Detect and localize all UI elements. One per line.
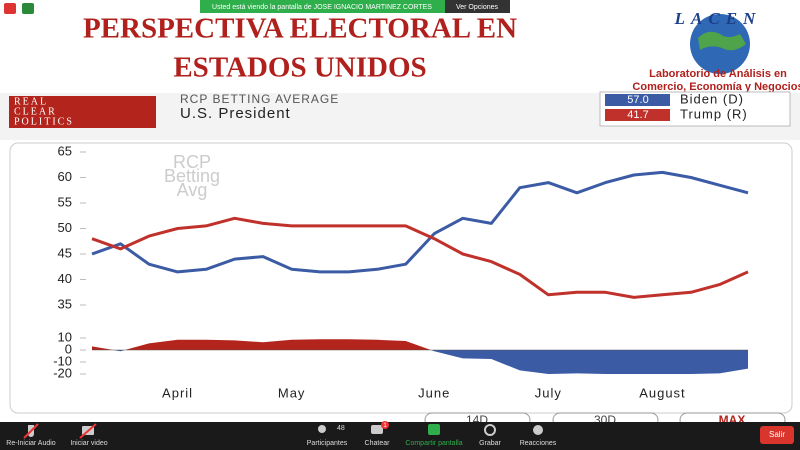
watermark: RCP	[173, 152, 211, 172]
x-tick-label: July	[535, 385, 562, 400]
toolbar-label[interactable]: Re-Iniciar Audio	[6, 440, 56, 447]
toolbar-label[interactable]: Reacciones	[520, 440, 557, 447]
chat-badge	[381, 421, 389, 429]
reactions-icon[interactable]	[533, 425, 543, 435]
y-tick-label: 65	[58, 143, 72, 158]
y-tick-label: 10	[58, 329, 72, 344]
legend-swatch	[605, 109, 670, 121]
slide-title: ESTADOS UNIDOS	[173, 52, 426, 84]
record-icon	[4, 3, 16, 14]
y-tick-label: -20	[53, 365, 72, 380]
options-button[interactable]	[445, 0, 510, 13]
chat-icon[interactable]	[371, 425, 383, 434]
legend-swatch	[605, 94, 670, 106]
rcp-logo-text: POLITICS	[14, 116, 74, 127]
leave-label[interactable]: Salir	[769, 430, 785, 439]
chat-badge-count: 1	[383, 423, 387, 429]
share-banner	[200, 0, 445, 13]
legend-name: Biden (D)	[680, 91, 744, 106]
share-icon[interactable]	[428, 424, 440, 435]
y-tick-label: 45	[58, 245, 72, 260]
rcp-logo-text: REAL	[14, 96, 48, 107]
y-tick-label: 55	[58, 194, 72, 209]
toolbar-label[interactable]: Grabar	[479, 440, 501, 447]
spread-area-negative	[92, 350, 748, 374]
y-tick-label: 40	[58, 271, 72, 286]
rcp-logo	[9, 96, 156, 128]
participants-count: 48	[337, 425, 345, 432]
x-tick-label: May	[278, 385, 306, 400]
y-tick-label: 60	[58, 169, 72, 184]
spread-area-positive	[92, 339, 748, 350]
logo-text: LACEN	[674, 9, 762, 28]
record-button-icon[interactable]	[484, 424, 496, 436]
legend-value: 41.7	[627, 109, 648, 121]
series-line	[91, 170, 749, 274]
security-icon	[22, 3, 34, 14]
y-tick-label: -10	[53, 353, 72, 368]
org-name: Laboratorio de Análisis en	[649, 68, 787, 80]
x-tick-label: June	[418, 385, 450, 400]
toolbar-label[interactable]: Iniciar video	[70, 440, 107, 447]
rcp-heading: RCP BETTING AVERAGE	[180, 92, 339, 106]
globe-land	[698, 31, 746, 51]
x-tick-label: August	[639, 385, 685, 400]
leave-button[interactable]	[760, 426, 794, 444]
video-slash	[79, 423, 97, 439]
rcp-logo-text: CLEAR	[14, 106, 57, 117]
y-tick-label: 0	[65, 341, 72, 356]
share-banner-text: Usted está viendo la pantalla de JOSE IG…	[212, 4, 432, 11]
participants-icon[interactable]	[318, 425, 326, 433]
watermark: Betting	[164, 166, 220, 186]
slide-title: PERSPECTIVA ELECTORAL EN	[83, 13, 517, 45]
toolbar-label[interactable]: Participantes	[307, 440, 348, 447]
toolbar-label[interactable]: Chatear	[365, 440, 391, 447]
toolbar-label[interactable]: Compartir pantalla	[405, 440, 462, 447]
org-name: Comercio, Economía y Negocios	[632, 81, 800, 93]
series-line	[91, 216, 749, 299]
mic-slash	[23, 423, 39, 439]
y-tick-label: 50	[58, 220, 72, 235]
watermark: Avg	[177, 180, 208, 200]
legend-value: 57.0	[627, 94, 648, 106]
options-label[interactable]: Ver Opciones	[456, 4, 499, 11]
y-tick-label: 35	[58, 296, 72, 311]
rcp-subheading: U.S. President	[180, 105, 291, 122]
toolbar	[0, 422, 800, 450]
legend-name: Trump (R)	[680, 106, 748, 121]
x-tick-label: April	[162, 385, 193, 400]
